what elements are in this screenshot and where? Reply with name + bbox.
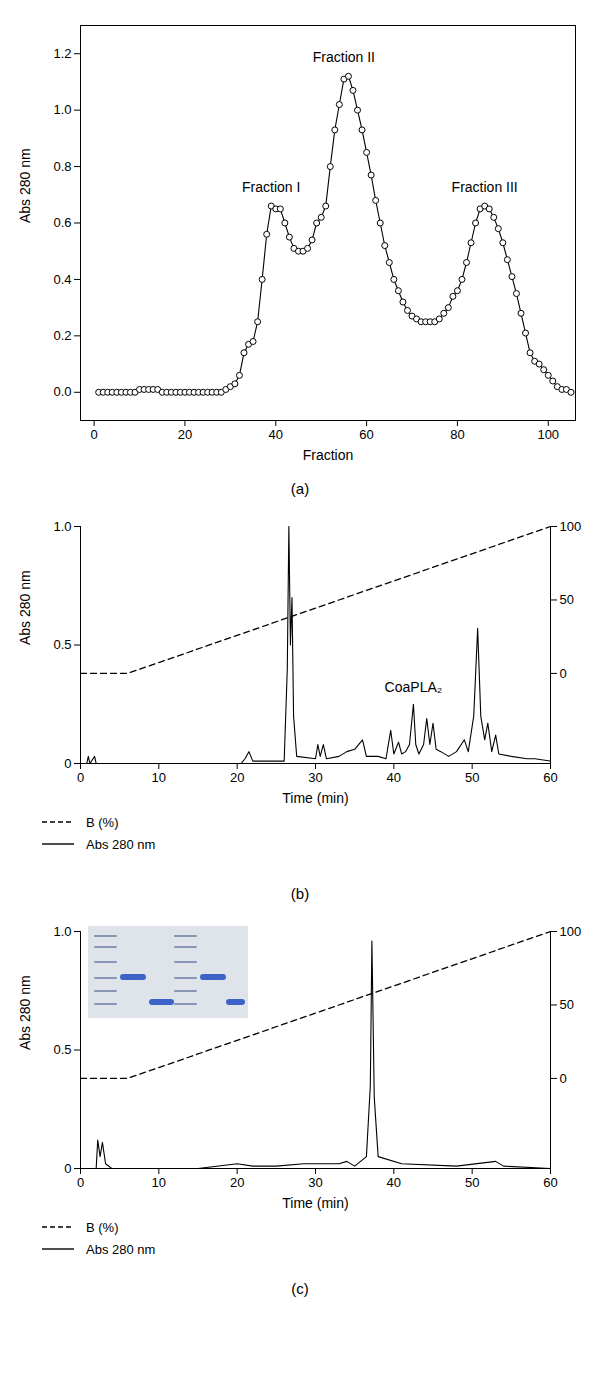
svg-text:40: 40 bbox=[387, 770, 401, 785]
svg-text:0.6: 0.6 bbox=[53, 215, 71, 230]
svg-text:50: 50 bbox=[465, 1175, 479, 1190]
svg-text:0: 0 bbox=[560, 666, 567, 681]
svg-text:Fraction III: Fraction III bbox=[452, 179, 518, 195]
svg-text:0: 0 bbox=[77, 770, 84, 785]
html-text:Abs 280 nm: Abs 280 nm bbox=[86, 1241, 156, 1257]
svg-text:Abs 280 nm: Abs 280 nm bbox=[17, 148, 33, 223]
html-text:Abs 280 nm: Abs 280 nm bbox=[86, 836, 156, 852]
svg-text:Time (min): Time (min) bbox=[282, 790, 348, 806]
svg-text:100: 100 bbox=[537, 427, 559, 442]
svg-text:CoaPLA₂: CoaPLA₂ bbox=[385, 679, 443, 695]
html-text:B (%): B (%) bbox=[86, 814, 119, 830]
svg-text:0: 0 bbox=[91, 427, 98, 442]
svg-text:Fraction I: Fraction I bbox=[242, 179, 300, 195]
svg-text:30: 30 bbox=[308, 770, 322, 785]
html-text:(b): (b) bbox=[290, 885, 310, 902]
svg-text:1.0: 1.0 bbox=[53, 924, 71, 939]
svg-text:60: 60 bbox=[543, 1175, 557, 1190]
svg-text:1.0: 1.0 bbox=[53, 519, 71, 534]
svg-text:20: 20 bbox=[230, 770, 244, 785]
svg-text:40: 40 bbox=[269, 427, 283, 442]
svg-text:1.2: 1.2 bbox=[53, 46, 71, 61]
svg-text:20: 20 bbox=[178, 427, 192, 442]
html-text:(c): (c) bbox=[291, 1280, 309, 1297]
svg-text:0: 0 bbox=[64, 756, 71, 771]
svg-text:Time (min): Time (min) bbox=[282, 1195, 348, 1211]
svg-text:100: 100 bbox=[560, 519, 582, 534]
svg-text:50: 50 bbox=[465, 770, 479, 785]
svg-text:Abs 280 nm: Abs 280 nm bbox=[17, 975, 33, 1050]
svg-text:60: 60 bbox=[543, 770, 557, 785]
svg-text:1.0: 1.0 bbox=[53, 102, 71, 117]
svg-text:50: 50 bbox=[560, 997, 574, 1012]
html-text:(a): (a) bbox=[290, 480, 310, 497]
svg-text:0.2: 0.2 bbox=[53, 328, 71, 343]
svg-text:0: 0 bbox=[64, 1161, 71, 1176]
svg-text:0.4: 0.4 bbox=[53, 272, 71, 287]
svg-text:100: 100 bbox=[560, 924, 582, 939]
svg-text:Fraction: Fraction bbox=[303, 447, 354, 463]
svg-text:60: 60 bbox=[359, 427, 373, 442]
svg-text:0: 0 bbox=[77, 1175, 84, 1190]
svg-text:10: 10 bbox=[152, 770, 166, 785]
svg-text:80: 80 bbox=[450, 427, 464, 442]
svg-text:50: 50 bbox=[560, 592, 574, 607]
svg-text:Fraction II: Fraction II bbox=[313, 49, 375, 65]
svg-text:Abs 280 nm: Abs 280 nm bbox=[17, 570, 33, 645]
html-text:B (%): B (%) bbox=[86, 1219, 119, 1235]
svg-text:10: 10 bbox=[152, 1175, 166, 1190]
svg-text:0.5: 0.5 bbox=[53, 1042, 71, 1057]
svg-text:0.8: 0.8 bbox=[53, 159, 71, 174]
svg-text:0.5: 0.5 bbox=[53, 637, 71, 652]
svg-text:40: 40 bbox=[387, 1175, 401, 1190]
svg-text:0: 0 bbox=[560, 1071, 567, 1086]
svg-text:30: 30 bbox=[308, 1175, 322, 1190]
svg-text:0.0: 0.0 bbox=[53, 384, 71, 399]
svg-text:20: 20 bbox=[230, 1175, 244, 1190]
